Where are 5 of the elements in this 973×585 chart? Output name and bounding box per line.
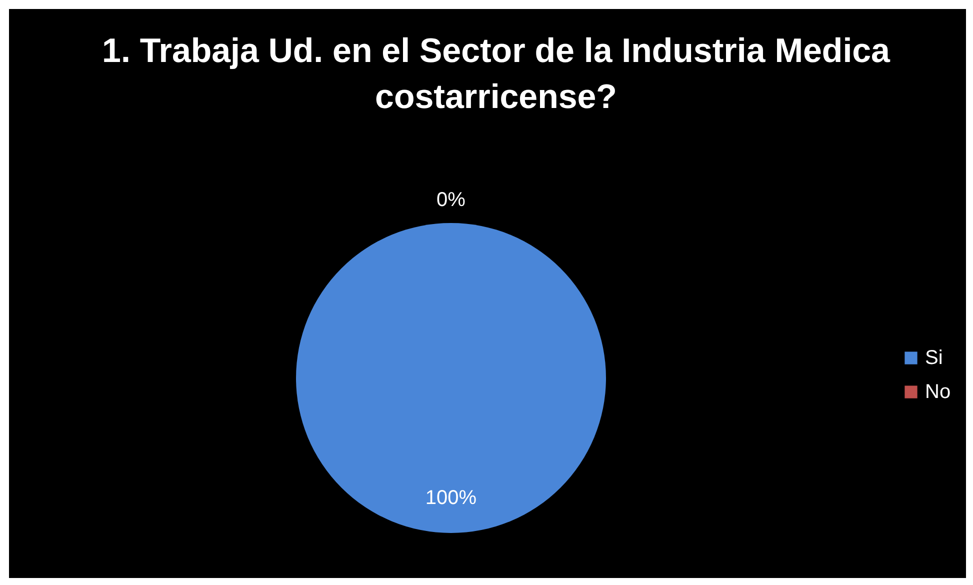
chart-title: 1. Trabaja Ud. en el Sector de la Industria Medica costarricense? [102, 32, 892, 116]
legend-label: Si [925, 347, 943, 369]
text: 0% [436, 189, 466, 211]
data-label: 100% [425, 487, 477, 509]
legend-label: No [925, 381, 951, 403]
